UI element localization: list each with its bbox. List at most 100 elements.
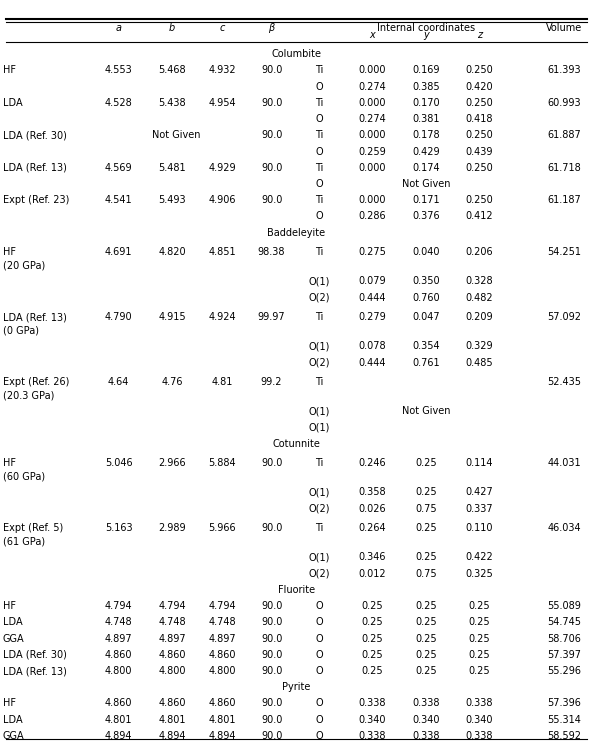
Text: 0.485: 0.485 [466,358,493,368]
Text: Ti: Ti [315,131,323,140]
Text: 0.422: 0.422 [466,553,493,562]
Text: 0.760: 0.760 [412,293,439,303]
Text: 0.25: 0.25 [362,601,383,611]
Text: 0.250: 0.250 [466,196,493,205]
Text: 4.894: 4.894 [105,731,132,741]
Text: Ti: Ti [315,523,323,533]
Text: O(1): O(1) [308,553,330,562]
Text: O(1): O(1) [308,488,330,498]
Text: Expt (Ref. 23): Expt (Ref. 23) [3,196,69,205]
Text: 0.259: 0.259 [359,146,386,156]
Text: 0.274: 0.274 [359,114,386,124]
Text: O: O [315,633,323,643]
Text: O: O [315,731,323,741]
Text: O(2): O(2) [308,293,330,303]
Text: 0.25: 0.25 [468,618,490,627]
Text: 99.97: 99.97 [258,312,285,322]
Text: O(2): O(2) [308,504,330,513]
Text: 4.860: 4.860 [158,698,186,708]
Text: 4.894: 4.894 [158,731,186,741]
Text: 0.25: 0.25 [415,553,436,562]
Text: 90.0: 90.0 [261,163,282,173]
Text: 4.790: 4.790 [105,312,132,322]
Text: 0.418: 0.418 [466,114,493,124]
Text: O: O [315,698,323,708]
Text: O: O [315,650,323,660]
Text: 0.206: 0.206 [466,247,493,257]
Text: 0.427: 0.427 [466,488,493,498]
Text: 0.171: 0.171 [412,196,439,205]
Text: 90.0: 90.0 [261,196,282,205]
Text: 0.346: 0.346 [359,553,386,562]
Text: 0.412: 0.412 [466,211,493,221]
Text: 0.385: 0.385 [412,82,439,91]
Text: 5.046: 5.046 [105,458,132,468]
Text: 60.993: 60.993 [548,98,581,108]
Text: 4.929: 4.929 [209,163,236,173]
Text: O(1): O(1) [308,423,330,433]
Text: 4.800: 4.800 [158,666,186,676]
Text: 0.25: 0.25 [362,618,383,627]
Text: Ti: Ti [315,163,323,173]
Text: Not Given: Not Given [152,131,200,140]
Text: (60 GPa): (60 GPa) [3,471,45,481]
Text: 0.381: 0.381 [412,114,439,124]
Text: 46.034: 46.034 [548,523,581,533]
Text: 0.174: 0.174 [412,163,439,173]
Text: Ti: Ti [315,196,323,205]
Text: O: O [315,715,323,725]
Text: 90.0: 90.0 [261,633,282,643]
Text: 0.761: 0.761 [412,358,439,368]
Text: 0.250: 0.250 [466,98,493,108]
Text: 90.0: 90.0 [261,618,282,627]
Text: 90.0: 90.0 [261,523,282,533]
Text: 0.209: 0.209 [466,312,493,322]
Text: 0.328: 0.328 [466,276,493,286]
Text: 0.114: 0.114 [466,458,493,468]
Text: 4.924: 4.924 [209,312,236,322]
Text: (20.3 GPa): (20.3 GPa) [3,390,55,400]
Text: 98.38: 98.38 [258,247,285,257]
Text: LDA: LDA [3,98,23,108]
Text: 4.897: 4.897 [105,633,132,643]
Text: O(2): O(2) [308,358,330,368]
Text: O(1): O(1) [308,341,330,351]
Text: HF: HF [3,458,16,468]
Text: 57.397: 57.397 [547,650,582,660]
Text: 0.169: 0.169 [412,66,439,76]
Text: 90.0: 90.0 [261,131,282,140]
Text: Ti: Ti [315,377,323,387]
Text: O: O [315,211,323,221]
Text: 4.915: 4.915 [158,312,186,322]
Text: y: y [423,30,429,41]
Text: 0.338: 0.338 [412,698,439,708]
Text: 0.25: 0.25 [415,488,436,498]
Text: 5.468: 5.468 [158,66,186,76]
Text: 0.420: 0.420 [466,82,493,91]
Text: O: O [315,82,323,91]
Text: 0.000: 0.000 [359,98,386,108]
Text: b: b [169,23,175,33]
Text: 2.966: 2.966 [158,458,186,468]
Text: 0.429: 0.429 [412,146,439,156]
Text: 58.706: 58.706 [547,633,582,643]
Text: Not Given: Not Given [401,179,450,189]
Text: 0.170: 0.170 [412,98,439,108]
Text: 5.966: 5.966 [209,523,236,533]
Text: 4.897: 4.897 [158,633,186,643]
Text: 54.251: 54.251 [547,247,582,257]
Text: 4.76: 4.76 [161,377,183,387]
Text: 0.078: 0.078 [359,341,386,351]
Text: 5.163: 5.163 [105,523,132,533]
Text: 99.2: 99.2 [261,377,282,387]
Text: LDA: LDA [3,715,23,725]
Text: 90.0: 90.0 [261,715,282,725]
Text: 90.0: 90.0 [261,601,282,611]
Text: Fluorite: Fluorite [278,585,315,595]
Text: 90.0: 90.0 [261,731,282,741]
Text: 90.0: 90.0 [261,66,282,76]
Text: 0.286: 0.286 [359,211,386,221]
Text: 0.079: 0.079 [359,276,386,286]
Text: 4.553: 4.553 [105,66,132,76]
Text: 0.25: 0.25 [415,666,436,676]
